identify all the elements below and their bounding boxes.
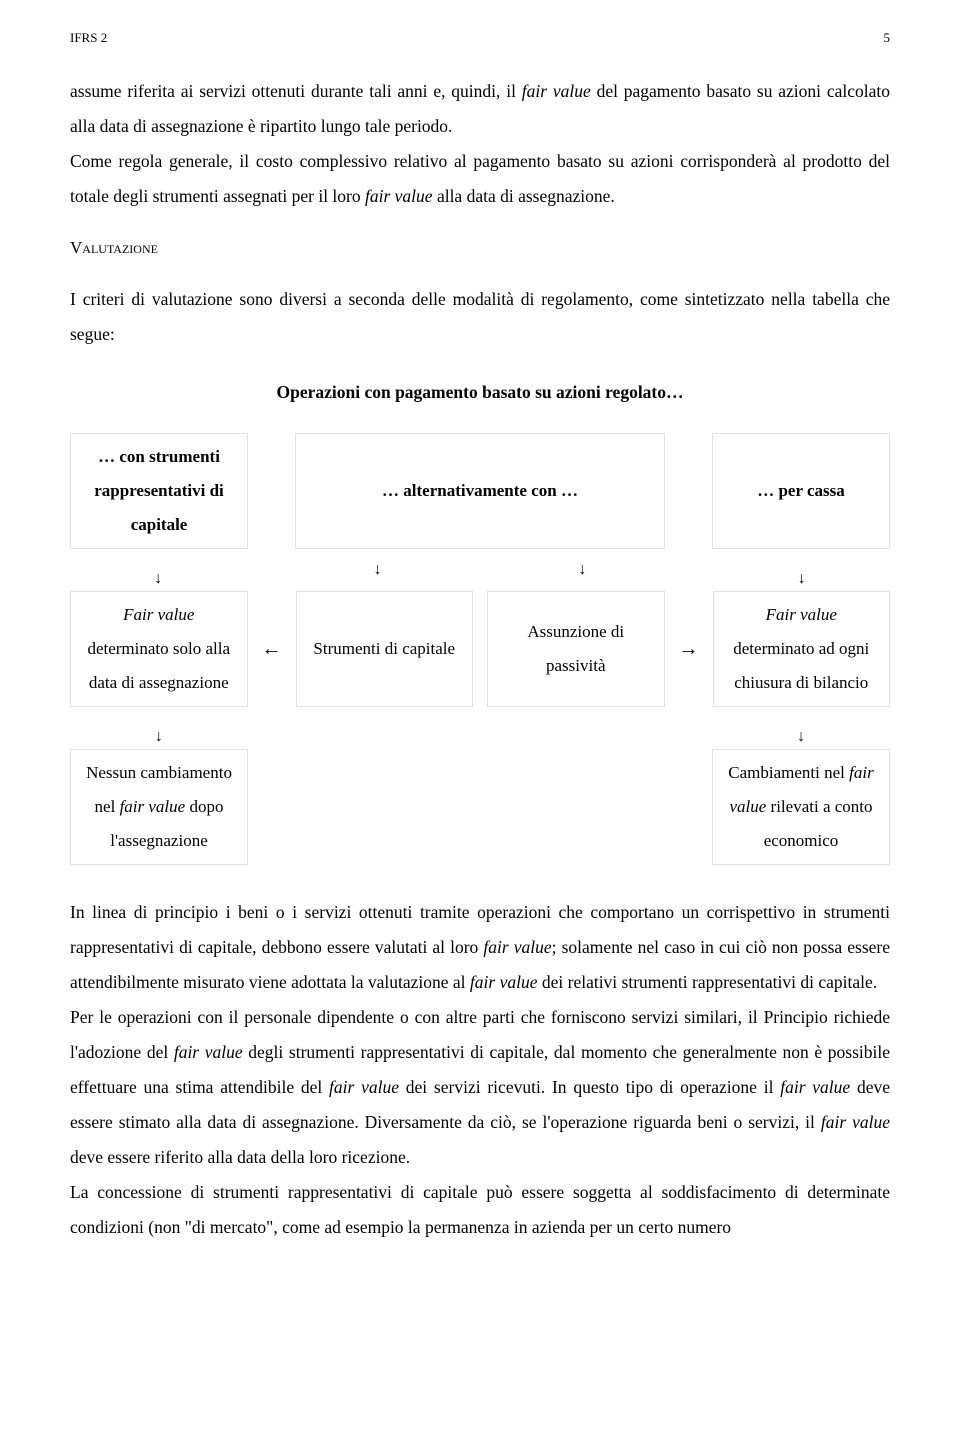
text: dei relativi strumenti rappresentativi d… [537, 972, 877, 992]
cell-line: Cambiamenti nel fair [728, 756, 873, 790]
cell-line: determinato solo alla [87, 632, 230, 666]
cell-line: Strumenti di capitale [313, 632, 455, 666]
fair-value-term: fair value [470, 972, 538, 992]
paragraph-1: assume riferita ai servizi ottenuti dura… [70, 74, 890, 144]
paragraph-4: In linea di principio i beni o i servizi… [70, 895, 890, 1000]
paragraph-6: La concessione di strumenti rappresentat… [70, 1175, 890, 1245]
fair-value-term: fair value [483, 937, 551, 957]
page-content: IFRS 2 5 assume riferita ai servizi otte… [0, 0, 960, 1245]
diagram-arrows-1: ↓ ↓ ↓ ↓ [70, 557, 890, 583]
cell-line: determinato ad ogni [733, 632, 869, 666]
cell-fv-chiusura: Fair value determinato ad ogni chiusura … [713, 591, 891, 707]
arrow-right-icon: → [679, 591, 699, 707]
diagram-row-1: … con strumenti rappresentativi di capit… [70, 433, 890, 549]
fair-value-term: fair value [522, 81, 591, 101]
connector-blank [487, 728, 665, 729]
diagram-arrows-2: ↓ ↓ [70, 715, 890, 741]
fair-term: fair [849, 763, 874, 782]
cell-line: passività [546, 649, 606, 683]
connector-blank [295, 749, 473, 750]
fair-value-term: Fair value [123, 598, 194, 632]
cell-strumenti-capitale: Strumenti di capitale [296, 591, 474, 707]
connector-blank [262, 728, 281, 729]
fair-value-term: fair value [821, 1112, 890, 1132]
connector-blank [262, 749, 281, 750]
arrow-down-icon: ↓ [712, 728, 890, 729]
value-term: value [729, 797, 766, 816]
cell-line: … per cassa [757, 474, 845, 508]
cell-con-strumenti: … con strumenti rappresentativi di capit… [70, 433, 248, 549]
connector-blank [295, 728, 473, 729]
arrow-down-icon: ↓ [714, 570, 890, 571]
fair-value-term: fair value [780, 1077, 850, 1097]
cell-line: … alternativamente con … [382, 474, 578, 508]
header-right: 5 [884, 30, 891, 46]
fair-value-term: fair value [174, 1042, 243, 1062]
text: assume riferita ai servizi ottenuti dura… [70, 81, 522, 101]
cell-line: data di assegnazione [89, 666, 229, 700]
cell-assunzione-passivita: Assunzione di passività [487, 591, 665, 707]
cell-line: value rilevati a conto [729, 790, 872, 824]
cell-fv-assegnazione: Fair value determinato solo alla data di… [70, 591, 248, 707]
connector-blank [679, 433, 698, 549]
connector-blank [260, 570, 279, 571]
page-header: IFRS 2 5 [70, 30, 890, 46]
header-left: IFRS 2 [70, 30, 107, 46]
cell-line: chiusura di bilancio [734, 666, 868, 700]
cell-cambiamenti-fv: Cambiamenti nel fair value rilevati a co… [712, 749, 890, 865]
cell-line: capitale [131, 508, 188, 542]
arrow-left-icon: ← [262, 591, 282, 707]
section-heading-valutazione: Valutazione [70, 238, 890, 258]
fair-value-term: Fair value [766, 598, 837, 632]
fair-value-term: fair value [329, 1077, 399, 1097]
arrow-pair: ↓ ↓ [294, 561, 667, 579]
cell-line: nel fair value dopo [95, 790, 224, 824]
arrow-down-icon: ↓ [70, 728, 248, 729]
cell-line: … con strumenti [98, 440, 220, 474]
text: deve essere riferito alla data della lor… [70, 1147, 410, 1167]
cell-alternativamente: … alternativamente con … [295, 433, 664, 549]
diagram-title: Operazioni con pagamento basato su azion… [70, 382, 890, 403]
text: alla data di assegnazione. [433, 186, 615, 206]
cell-line: Assunzione di [527, 615, 624, 649]
connector-blank [679, 728, 698, 729]
connector-blank [487, 749, 665, 750]
arrow-down-icon: ↓ [70, 570, 246, 571]
paragraph-3: I criteri di valutazione sono diversi a … [70, 282, 890, 352]
cell-line: rappresentativi di [94, 474, 224, 508]
connector-blank [680, 570, 699, 571]
paragraph-2: Come regola generale, il costo complessi… [70, 144, 890, 214]
arrow-down-icon: ↓ [578, 561, 586, 579]
connector-blank [262, 433, 281, 549]
text: dei servizi ricevuti. In questo tipo di … [399, 1077, 780, 1097]
arrow-down-icon: ↓ [374, 561, 382, 579]
paragraph-5: Per le operazioni con il personale dipen… [70, 1000, 890, 1175]
diagram-row-2: Fair value determinato solo alla data di… [70, 591, 890, 707]
cell-line: l'assegnazione [110, 824, 207, 858]
connector-blank [679, 749, 698, 750]
cell-nessun-cambiamento: Nessun cambiamento nel fair value dopo l… [70, 749, 248, 865]
diagram-row-3: Nessun cambiamento nel fair value dopo l… [70, 749, 890, 865]
fair-value-term: fair value [120, 797, 186, 816]
cell-per-cassa: … per cassa [712, 433, 890, 549]
cell-line: Nessun cambiamento [86, 756, 232, 790]
cell-line: economico [764, 824, 839, 858]
fair-value-term: fair value [365, 186, 433, 206]
